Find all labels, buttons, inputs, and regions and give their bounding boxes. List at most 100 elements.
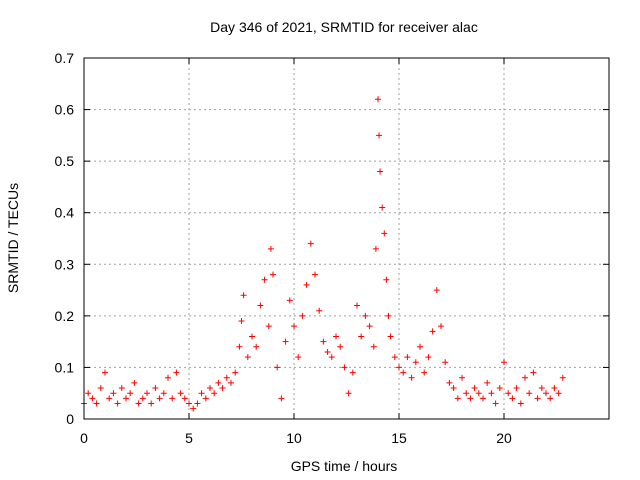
data-point (475, 390, 482, 397)
data-point (377, 168, 384, 175)
y-axis-label: SRMTID / TECUs (5, 183, 21, 293)
data-point (160, 390, 167, 397)
data-point (316, 307, 323, 314)
data-point (484, 379, 491, 386)
data-point (202, 395, 209, 402)
data-point (509, 395, 516, 402)
data-point (385, 312, 392, 319)
data-point (282, 338, 289, 345)
data-point (265, 323, 272, 330)
data-point (261, 276, 268, 283)
y-tick-label: 0.4 (55, 205, 75, 221)
y-tick-label: 0.1 (55, 359, 75, 375)
data-point (341, 364, 348, 371)
data-point (501, 359, 507, 366)
data-point (85, 390, 92, 397)
data-point (370, 343, 377, 350)
data-point (144, 390, 150, 397)
x-tick-label: 5 (185, 430, 193, 446)
data-point (345, 390, 352, 397)
data-point (387, 333, 394, 340)
data-point (110, 390, 117, 397)
data-point (211, 390, 218, 397)
data-point (253, 343, 260, 350)
y-tick-label: 0.6 (55, 102, 75, 118)
data-point (454, 395, 461, 402)
data-point (219, 385, 226, 392)
data-point (376, 132, 383, 139)
data-point (148, 400, 155, 407)
chart-title: Day 346 of 2021, SRMTID for receiver ala… (210, 19, 478, 35)
data-point (463, 390, 470, 397)
data-point (492, 400, 499, 407)
data-point (169, 395, 176, 402)
data-point (547, 395, 554, 402)
data-point (459, 374, 465, 381)
data-point (278, 395, 285, 402)
data-point (421, 369, 428, 376)
data-point (102, 369, 108, 376)
data-point (207, 385, 213, 392)
data-point (238, 318, 245, 325)
data-point (526, 390, 533, 397)
data-point (232, 369, 239, 376)
data-point (349, 369, 356, 376)
data-point (404, 354, 411, 361)
data-point (177, 390, 184, 397)
data-point (198, 390, 205, 397)
plot-frame (83, 57, 610, 420)
data-point (324, 348, 331, 355)
y-tick-label: 0 (66, 411, 74, 427)
data-point (442, 359, 449, 366)
data-point (358, 333, 365, 340)
data-point (267, 245, 274, 252)
data-point (337, 343, 344, 350)
x-tick-label: 0 (80, 430, 88, 446)
x-tick-label: 10 (286, 430, 302, 446)
data-point (139, 395, 146, 402)
data-point (93, 400, 100, 407)
data-point (114, 400, 121, 407)
data-point (295, 354, 302, 361)
data-point (396, 364, 402, 371)
data-point (543, 390, 549, 397)
data-point (186, 400, 192, 407)
data-point (190, 405, 197, 412)
data-point (471, 385, 478, 392)
data-point (522, 374, 528, 381)
x-tick-label: 20 (496, 430, 512, 446)
y-tick-label: 0.5 (55, 153, 75, 169)
data-point (123, 395, 129, 402)
data-point (381, 230, 388, 237)
data-point (555, 390, 562, 397)
y-tick-label: 0.2 (55, 308, 75, 324)
x-axis-label: GPS time / hours (291, 458, 398, 474)
data-point (513, 385, 520, 392)
data-point (156, 395, 163, 402)
data-point (118, 385, 125, 392)
data-point (307, 240, 314, 247)
data-point (412, 359, 419, 366)
x-tick-label: 15 (391, 430, 407, 446)
data-point (551, 385, 558, 392)
data-point (274, 364, 281, 371)
data-point (165, 374, 171, 381)
data-point (194, 400, 201, 407)
data-point (366, 323, 373, 330)
data-point (354, 302, 360, 309)
data-point (417, 343, 423, 350)
data-point (127, 390, 134, 397)
data-point (408, 374, 415, 381)
data-point (379, 204, 386, 211)
data-point (362, 312, 369, 319)
data-point (249, 333, 255, 340)
data-point (538, 385, 545, 392)
data-point (270, 271, 276, 278)
axis-ticks: 0 0.1 0.2 0.3 0.4 0.5 0.6 0.7 0 5 10 15 20 (55, 50, 609, 446)
data-point (257, 302, 264, 309)
data-point (333, 333, 339, 340)
data-point (228, 379, 234, 386)
data-point (559, 374, 566, 381)
data-point (240, 292, 247, 299)
